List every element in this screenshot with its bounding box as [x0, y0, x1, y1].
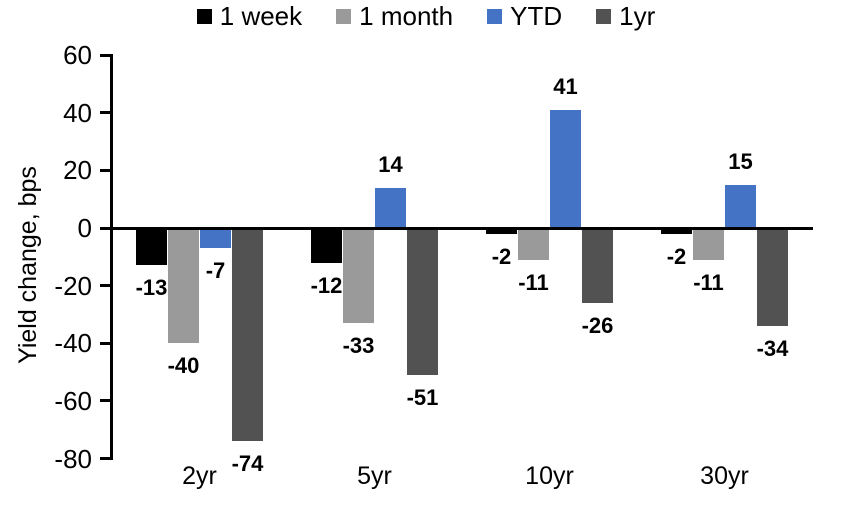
data-label-10yr-YTD: 41 — [553, 73, 578, 99]
y-axis-tick-label: -60 — [54, 385, 92, 416]
y-axis-tick — [100, 226, 110, 230]
bar-10yr-1-week — [486, 228, 517, 234]
data-label-5yr-1yr: -51 — [406, 385, 439, 411]
x-axis-zero-line — [110, 226, 813, 230]
data-label-10yr-1-month: -11 — [518, 269, 549, 295]
y-axis-line — [110, 54, 113, 460]
x-axis-category-label: 10yr — [525, 462, 574, 490]
legend-item-1-week: 1 week — [196, 1, 303, 31]
legend-swatch-icon — [336, 8, 352, 24]
bar-5yr-1-week — [311, 228, 342, 263]
bar-30yr-YTD — [725, 184, 756, 228]
y-axis-tick-label: 40 — [63, 97, 92, 128]
bar-30yr-1-week — [661, 228, 692, 234]
legend-swatch-icon — [196, 8, 212, 24]
data-label-30yr-1yr: -34 — [756, 336, 789, 362]
x-axis-category-label: 5yr — [357, 462, 392, 490]
y-axis-tick-label: 20 — [63, 155, 92, 186]
legend-label: 1 month — [359, 1, 454, 31]
legend-swatch-icon — [487, 8, 503, 24]
data-label-2yr-YTD: -7 — [205, 258, 226, 284]
bar-2yr-1yr — [232, 228, 263, 442]
x-axis-category-label: 30yr — [700, 462, 749, 490]
x-axis-category-label: 2yr — [182, 462, 217, 490]
bar-5yr-YTD — [375, 187, 406, 228]
y-axis-tick — [100, 168, 110, 172]
bar-10yr-1yr — [582, 228, 613, 303]
data-label-30yr-YTD: 15 — [728, 148, 753, 174]
bar-5yr-1yr — [407, 228, 438, 376]
bar-30yr-1-month — [693, 228, 724, 260]
bar-10yr-1-month — [518, 228, 549, 260]
data-label-30yr-1-month: -11 — [693, 269, 724, 295]
y-axis-tick — [100, 111, 110, 115]
y-axis-tick — [100, 53, 110, 57]
bar-2yr-YTD — [200, 228, 231, 249]
legend-swatch-icon — [596, 8, 612, 24]
data-label-5yr-1-month: -33 — [342, 333, 375, 359]
legend-label: YTD — [510, 1, 563, 31]
y-axis-tick — [100, 457, 110, 461]
y-axis-tick-label: -40 — [54, 328, 92, 359]
data-label-2yr-1-month: -40 — [167, 353, 200, 379]
y-axis-tick — [100, 399, 110, 403]
bar-2yr-1-month — [168, 228, 199, 344]
y-axis-tick-label: -80 — [54, 443, 92, 474]
bar-30yr-1yr — [757, 228, 788, 327]
legend-item-1yr: 1yr — [596, 3, 655, 29]
data-label-5yr-YTD: 14 — [378, 151, 403, 177]
legend-item-1-month: 1 month — [336, 3, 453, 29]
data-label-5yr-1-week: -12 — [310, 272, 343, 298]
data-label-10yr-1yr: -26 — [581, 312, 614, 338]
y-axis-tick — [100, 341, 110, 345]
bar-5yr-1-month — [343, 228, 374, 324]
y-axis-tick-label: 0 — [77, 213, 92, 243]
legend-item-YTD: YTD — [487, 3, 562, 29]
bar-10yr-YTD — [550, 109, 581, 228]
data-label-30yr-1-week: -2 — [666, 243, 687, 269]
y-axis-tick-label: 60 — [63, 40, 92, 70]
y-axis-tick-label: -20 — [54, 270, 92, 301]
legend-label: 1 week — [219, 1, 303, 31]
data-label-10yr-1-week: -2 — [491, 243, 512, 269]
legend-label: 1yr — [619, 1, 656, 31]
data-label-2yr-1yr: -74 — [231, 451, 264, 477]
chart-legend: 1 week 1 month YTD 1yr — [0, 0, 852, 32]
y-axis-tick — [100, 284, 110, 288]
bar-2yr-1-week — [136, 228, 167, 266]
data-label-2yr-1-week: -13 — [135, 275, 168, 301]
